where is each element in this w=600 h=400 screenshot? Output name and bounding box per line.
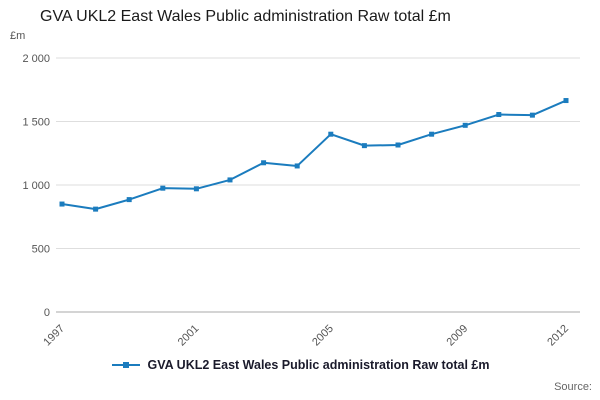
data-point-marker [93,206,99,212]
legend-label: GVA UKL2 East Wales Public administratio… [147,358,490,372]
x-tick-label: 2001 [176,323,202,349]
data-point-marker [328,131,334,137]
y-tick-label: 2 000 [22,53,50,65]
data-point-marker [193,186,199,192]
data-point-marker [294,163,300,169]
y-tick-label: 500 [32,244,50,256]
data-point-marker [462,122,468,128]
data-point-marker [429,131,435,137]
chart-svg: 0 500 1 000 1 500 2 000 1997 2001 2005 2009 2012 [22,53,580,349]
y-tick-label: 0 [44,307,50,319]
y-tick-label: 1 000 [22,180,50,192]
data-point-marker [261,160,267,166]
data-point-marker [529,112,535,118]
chart-legend: GVA UKL2 East Wales Public administratio… [0,358,600,372]
data-point-marker [59,201,65,207]
legend-marker [122,362,129,368]
x-tick-label: 2009 [445,323,471,349]
chart-title: GVA UKL2 East Wales Public administratio… [40,8,451,25]
source-label: Source: [554,381,592,393]
x-tick-label: 2012 [545,323,571,349]
x-tick-label: 1997 [41,323,67,349]
data-point-marker [395,142,401,148]
data-point-marker [563,98,569,104]
y-axis-unit-label: £m [10,30,26,42]
legend-line-marker-icon [111,362,140,368]
data-point-marker [160,185,166,191]
data-point-marker [227,177,233,183]
data-point-marker [496,112,502,118]
x-tick-label: 2005 [310,323,336,349]
data-point-marker [361,143,367,149]
data-line [61,99,567,211]
y-tick-label: 1 500 [22,117,50,129]
data-point-marker [126,197,132,203]
